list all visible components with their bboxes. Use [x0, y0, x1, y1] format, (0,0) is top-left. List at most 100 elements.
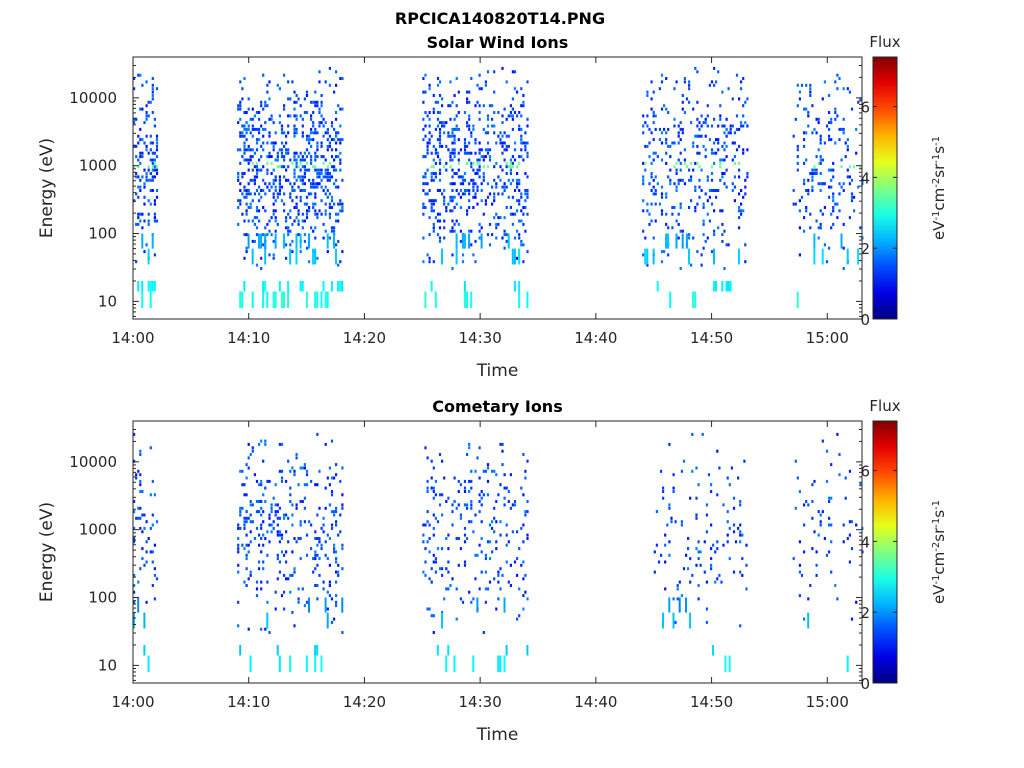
data-cell: [834, 80, 837, 84]
data-cell: [832, 192, 835, 196]
data-cell: [320, 547, 323, 551]
data-cell: [147, 165, 150, 169]
data-cell: [262, 73, 265, 77]
data-cell: [488, 158, 492, 162]
data-cell: [838, 473, 841, 477]
data-cell: [430, 486, 433, 490]
data-cell: [266, 90, 269, 94]
data-cell: [455, 202, 458, 206]
data-cell: [266, 291, 269, 308]
data-cell: [660, 73, 664, 77]
data-cell: [262, 178, 265, 182]
data-cell: [713, 189, 716, 192]
data-cell: [320, 94, 323, 97]
data-cell: [848, 175, 851, 179]
data-cell: [463, 563, 467, 567]
data-cell: [675, 80, 678, 84]
data-cell: [283, 107, 286, 111]
data-cell: [463, 172, 467, 175]
data-cell: [654, 202, 657, 206]
data-cell: [237, 121, 240, 125]
data-cell: [642, 124, 645, 128]
data-cell: [324, 486, 327, 490]
data-cell: [264, 281, 267, 292]
data-cell: [445, 206, 448, 209]
data-cell: [151, 479, 154, 483]
data-cell: [702, 246, 705, 250]
data-cell: [733, 199, 736, 203]
data-cell: [266, 600, 269, 604]
data-cell: [705, 503, 708, 507]
data-cell: [672, 597, 675, 601]
data-cell: [642, 199, 645, 203]
data-cell: [264, 500, 267, 503]
data-cell: [314, 530, 317, 534]
data-cell: [688, 87, 691, 91]
data-cell: [505, 533, 508, 537]
data-cell: [441, 248, 443, 265]
data-cell: [299, 520, 302, 524]
data-cell: [278, 175, 281, 179]
data-cell: [270, 506, 273, 510]
data-cell: [665, 195, 668, 199]
data-cell: [428, 138, 431, 142]
data-cell: [308, 260, 311, 264]
data-cell: [255, 580, 259, 584]
data-cell: [318, 537, 321, 540]
data-cell: [147, 100, 150, 104]
data-cell: [451, 182, 454, 186]
data-cell: [681, 233, 684, 249]
data-cell: [318, 506, 321, 510]
data-cell: [642, 161, 645, 165]
data-cell: [151, 158, 154, 162]
data-cell: [721, 233, 724, 237]
data-cell: [828, 496, 831, 500]
data-cell: [438, 161, 442, 165]
data-cell: [262, 510, 265, 514]
data-cell: [337, 573, 340, 577]
data-cell: [844, 155, 847, 159]
data-cell: [443, 597, 446, 601]
data-cell: [428, 124, 431, 128]
data-cell: [328, 141, 331, 145]
data-cell: [247, 148, 250, 152]
data-cell: [255, 148, 259, 152]
data-cell: [815, 155, 818, 159]
data-cell: [834, 117, 837, 121]
data-cell: [299, 151, 302, 155]
data-cell: [503, 182, 506, 186]
data-cell: [143, 563, 146, 567]
data-cell: [287, 233, 290, 237]
data-cell: [264, 627, 267, 631]
data-cell: [258, 127, 261, 131]
data-cell: [707, 473, 711, 477]
data-cell: [513, 158, 517, 162]
data-cell: [245, 246, 248, 250]
data-cell: [836, 73, 839, 77]
data-cell: [459, 229, 462, 233]
data-cell: [719, 165, 722, 169]
data-cell: [745, 563, 748, 567]
data-cell: [335, 600, 338, 604]
data-cell: [817, 148, 820, 152]
data-cell: [141, 175, 144, 179]
data-cell: [314, 550, 317, 554]
data-cell: [819, 141, 822, 145]
data-cell: [687, 537, 690, 540]
data-cell: [821, 439, 824, 443]
data-cell: [422, 206, 425, 209]
data-cell: [646, 90, 649, 94]
data-cell: [260, 526, 263, 530]
data-cell: [434, 151, 437, 155]
data-cell: [507, 178, 510, 182]
data-cell: [681, 100, 684, 104]
data-cell: [153, 281, 156, 292]
data-cell: [297, 483, 300, 487]
data-cell: [739, 530, 742, 534]
data-cell: [846, 175, 849, 179]
data-cell: [316, 483, 319, 487]
data-cell: [291, 550, 294, 554]
data-cell: [241, 131, 244, 135]
data-cell: [328, 483, 331, 487]
data-cell: [337, 131, 340, 135]
